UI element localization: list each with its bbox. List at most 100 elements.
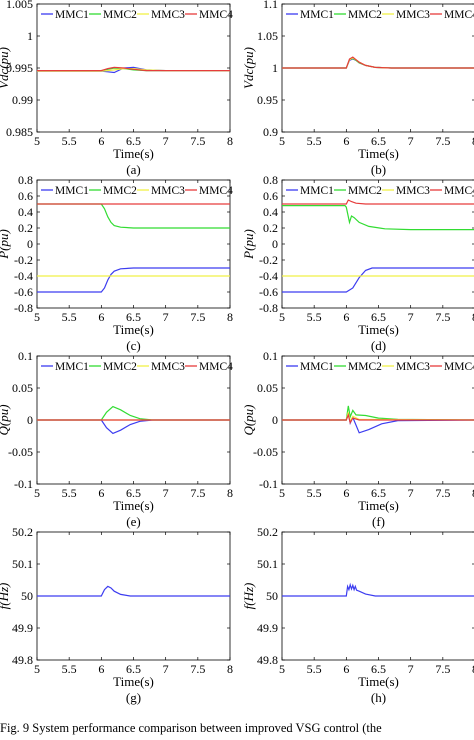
- x-tick-label: 5.5: [62, 486, 77, 500]
- y-tick-label: 1: [27, 29, 33, 43]
- x-tick-label: 7: [408, 662, 414, 676]
- y-axis-title: f(Hz): [241, 583, 256, 610]
- x-tick-label: 8: [472, 134, 474, 148]
- y-tick-label: 50.1: [257, 557, 278, 571]
- x-tick-label: 6: [343, 310, 349, 324]
- legend-label-mmc1: MMC1: [55, 361, 89, 373]
- y-tick-label: 50.2: [257, 525, 278, 539]
- y-tick-label: -0.8: [259, 301, 278, 315]
- y-tick-label: 1.005: [6, 0, 33, 11]
- legend-label-mmc2: MMC2: [103, 361, 137, 373]
- legend-label-mmc1: MMC1: [300, 9, 334, 21]
- series-line-mmc4: [37, 66, 230, 72]
- y-tick-label: 49.8: [12, 653, 33, 667]
- x-tick-label: 7: [163, 662, 169, 676]
- x-tick-label: 5: [34, 486, 40, 500]
- x-tick-label: 7: [163, 134, 169, 148]
- series-line-f: [282, 582, 474, 597]
- x-tick-label: 5: [279, 662, 285, 676]
- chart-h: 5 5.5 6 6.5 7 7.5 8 49.8 49.9 50 50.1 50.2 Time(s) f(…: [241, 525, 474, 705]
- x-tick-label: 5: [34, 134, 40, 148]
- x-tick-label: 8: [227, 486, 233, 500]
- x-tick-label: 5.5: [62, 662, 77, 676]
- x-tick-label: 8: [472, 662, 474, 676]
- x-tick-label: 5.5: [307, 310, 322, 324]
- legend-label-mmc2: MMC2: [103, 185, 137, 197]
- x-tick-label: 7.5: [435, 486, 450, 500]
- legend-label-mmc2: MMC2: [348, 361, 382, 373]
- y-tick-label: 0: [272, 413, 278, 427]
- y-tick-label: -0.4: [259, 269, 278, 283]
- x-axis-title: Time(s): [113, 674, 154, 689]
- x-tick-label: 7.5: [190, 662, 205, 676]
- legend-label-mmc3: MMC3: [396, 361, 430, 373]
- y-tick-label: 0.6: [18, 189, 33, 203]
- y-tick-label: 0.05: [257, 381, 278, 395]
- legend-label-mmc1: MMC1: [55, 185, 89, 197]
- y-tick-label: 1.05: [257, 29, 278, 43]
- x-axis-title: Time(s): [358, 146, 399, 161]
- x-tick-label: 6.5: [371, 486, 386, 500]
- x-tick-label: 6.5: [126, 310, 141, 324]
- y-tick-label: 0.6: [263, 189, 278, 203]
- legend-label-mmc1: MMC1: [300, 185, 334, 197]
- y-axis-title: Vdc(pu): [241, 47, 256, 89]
- plot-frame: [281, 179, 474, 309]
- x-tick-label: 5.5: [307, 134, 322, 148]
- x-tick-label: 5.5: [62, 134, 77, 148]
- series-line-mmc1: [37, 267, 230, 293]
- x-tick-label: 5.5: [62, 310, 77, 324]
- legend-label-mmc4: MMC4: [444, 185, 474, 197]
- y-tick-label: 0: [27, 237, 33, 251]
- x-tick-label: 6: [343, 134, 349, 148]
- legend-label-mmc4: MMC4: [199, 361, 233, 373]
- panel-label: (h): [371, 690, 386, 705]
- x-tick-label: 7.5: [190, 310, 205, 324]
- y-tick-label: 50: [21, 589, 33, 603]
- y-tick-label: 49.9: [12, 621, 33, 635]
- x-tick-label: 5: [279, 310, 285, 324]
- y-tick-label: 0: [27, 413, 33, 427]
- x-axis-title: Time(s): [113, 322, 154, 337]
- y-tick-label: -0.2: [259, 253, 278, 267]
- y-axis-title: Q(pu): [0, 404, 11, 435]
- y-tick-label: -0.6: [14, 285, 33, 299]
- y-tick-label: 0.4: [18, 205, 33, 219]
- plot-frame: [36, 179, 231, 309]
- x-axis-title: Time(s): [358, 674, 399, 689]
- x-tick-label: 6: [343, 662, 349, 676]
- x-tick-label: 6.5: [126, 662, 141, 676]
- y-axis-title: P(pu): [241, 229, 256, 260]
- x-tick-label: 6.5: [371, 662, 386, 676]
- y-tick-label: 0.985: [6, 125, 33, 139]
- legend-label-mmc4: MMC4: [199, 185, 233, 197]
- series-line-mmc4: [282, 199, 474, 205]
- y-tick-label: -0.05: [8, 445, 33, 459]
- series-line-mmc2: [282, 205, 474, 231]
- legend-label-mmc4: MMC4: [444, 9, 474, 21]
- x-tick-label: 6.5: [371, 310, 386, 324]
- y-axis-title: P(pu): [0, 229, 11, 260]
- series-line-f: [37, 585, 230, 597]
- x-tick-label: 5: [279, 486, 285, 500]
- x-tick-label: 8: [227, 310, 233, 324]
- y-tick-label: 1: [272, 61, 278, 75]
- x-tick-label: 7: [408, 486, 414, 500]
- chart-b: 5 5.5 6 6.5 7 7.5 8 0.9 0.95 1 1.05 1.1 MMC1 MMC2 MMC3…: [241, 0, 474, 177]
- x-tick-label: 8: [472, 486, 474, 500]
- legend-label-mmc2: MMC2: [348, 9, 382, 21]
- y-tick-label: 0.995: [6, 61, 33, 75]
- y-tick-label: 0.1: [18, 349, 33, 363]
- chart-d: 5 5.5 6 6.5 7 7.5 8 -0.8 -0.6 -0.4 -0.2 0 0.2 0.4 0.6 0…: [241, 173, 474, 353]
- x-tick-label: 6.5: [126, 486, 141, 500]
- y-tick-label: 49.8: [257, 653, 278, 667]
- legend-label-mmc3: MMC3: [151, 361, 185, 373]
- y-tick-label: 0.2: [18, 221, 33, 235]
- y-axis-title: f(Hz): [0, 583, 11, 610]
- x-tick-label: 6.5: [371, 134, 386, 148]
- x-tick-label: 6: [98, 662, 104, 676]
- legend-label-mmc3: MMC3: [151, 185, 185, 197]
- y-tick-label: 0.2: [263, 221, 278, 235]
- y-axis-title: Q(pu): [241, 404, 256, 435]
- y-tick-label: 0.8: [263, 173, 278, 187]
